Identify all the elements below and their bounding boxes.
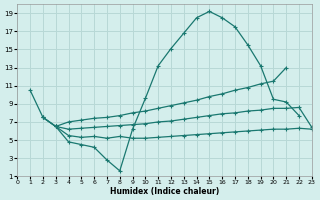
X-axis label: Humidex (Indice chaleur): Humidex (Indice chaleur) bbox=[110, 187, 219, 196]
